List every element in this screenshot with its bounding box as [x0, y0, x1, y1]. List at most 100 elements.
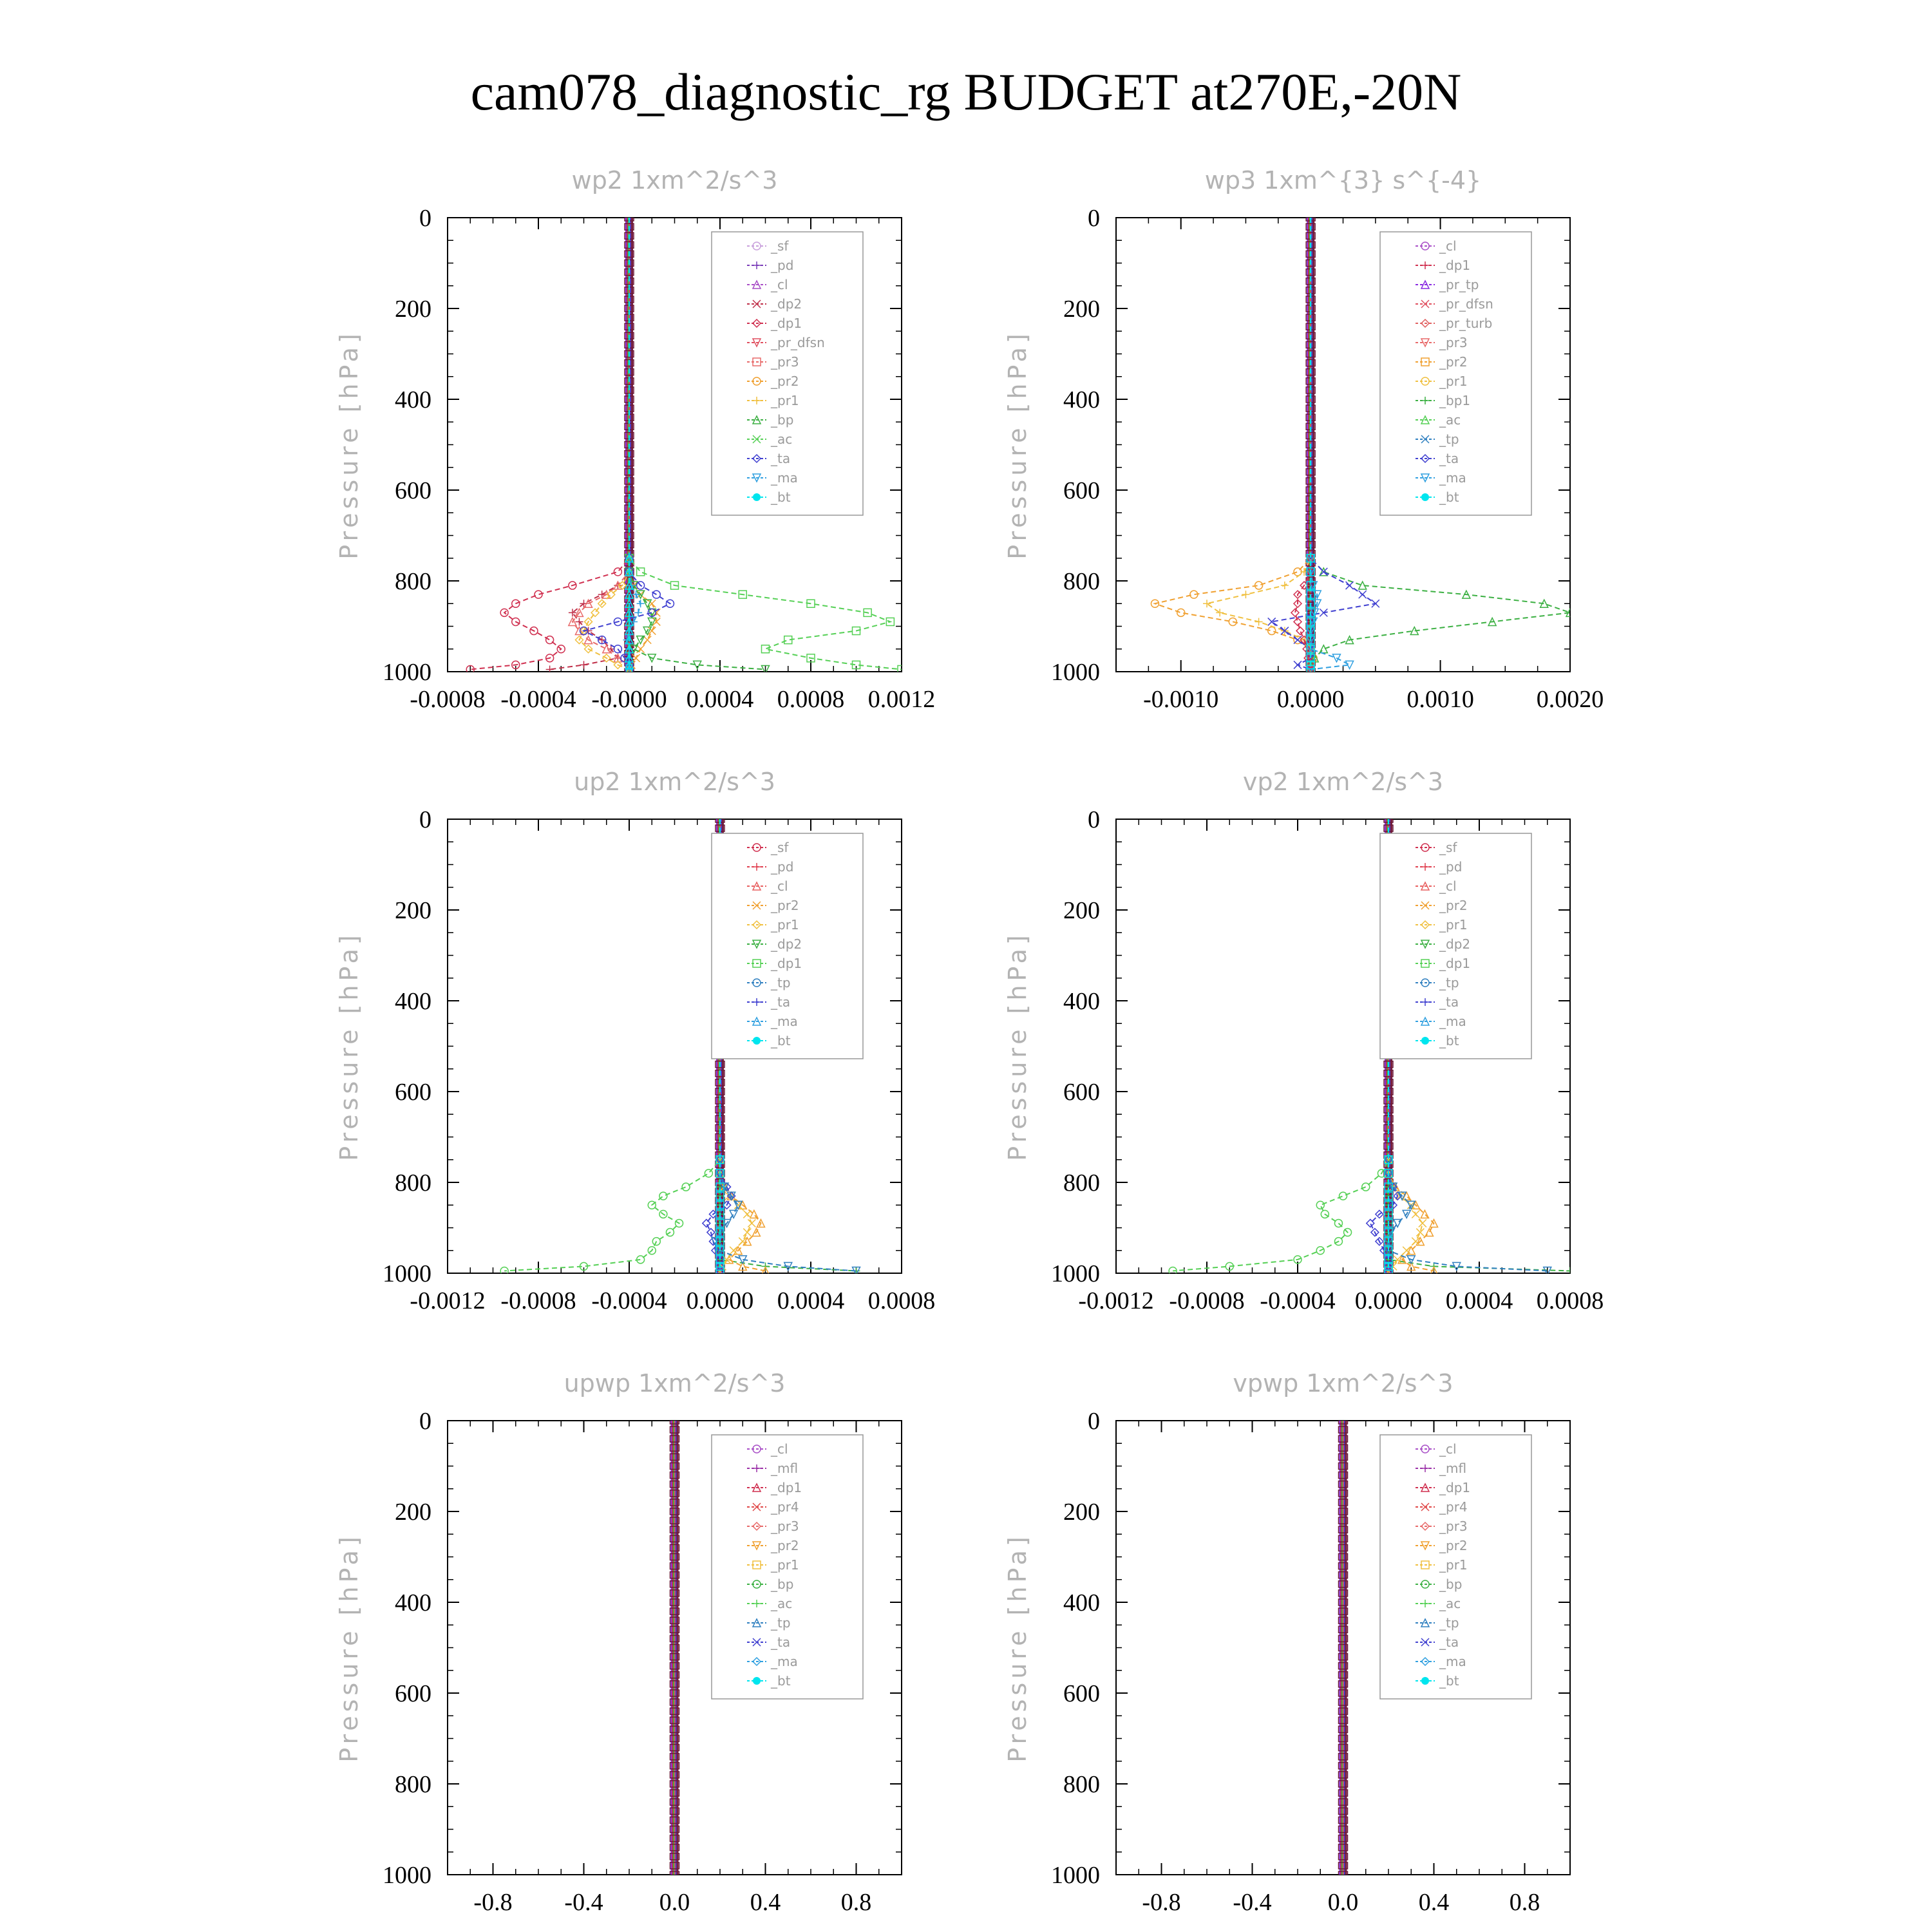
data-point — [715, 1169, 724, 1178]
data-point — [636, 600, 645, 608]
y-axis-label: Pressure [hPa] — [1003, 330, 1032, 560]
data-point — [1374, 1209, 1384, 1219]
data-point — [1306, 599, 1315, 608]
y-tick-label: 1000 — [383, 1260, 431, 1287]
legend-entry: _ma — [770, 1654, 798, 1669]
data-point — [652, 608, 661, 617]
y-tick-label: 0 — [1088, 205, 1100, 232]
legend-entry: _sf — [770, 840, 789, 855]
zero-marker — [669, 1725, 680, 1734]
data-point — [715, 1246, 724, 1255]
zero-marker — [624, 241, 634, 249]
data-point — [1406, 1245, 1416, 1255]
zero-marker — [1338, 1471, 1349, 1479]
data-point — [1293, 660, 1302, 669]
zero-marker — [669, 1580, 680, 1588]
legend-swatch-marker — [1421, 1677, 1429, 1685]
data-point — [1267, 617, 1276, 626]
data-point — [1392, 1218, 1403, 1229]
data-point — [692, 660, 702, 670]
x-tick-label: 0.0010 — [1406, 686, 1474, 713]
x-tick-label: 0.0008 — [868, 1287, 936, 1314]
data-point — [1420, 940, 1430, 949]
data-point — [1306, 581, 1315, 590]
zero-marker — [669, 1680, 680, 1688]
zero-marker — [669, 1471, 680, 1479]
data-point — [674, 1218, 684, 1228]
zero-marker — [1305, 359, 1316, 367]
data-point — [1411, 1237, 1420, 1246]
data-point — [752, 357, 761, 366]
zero-series-markers — [669, 1421, 680, 1875]
data-point — [1388, 1182, 1398, 1192]
data-point — [761, 665, 770, 672]
legend-entry: _ma — [1439, 470, 1466, 486]
zero-marker — [669, 1698, 680, 1706]
data-point — [1343, 1227, 1352, 1237]
data-point — [624, 644, 634, 654]
zero-marker — [669, 1762, 680, 1770]
legend-swatch-marker — [753, 1677, 761, 1685]
series-line — [1173, 819, 1389, 1272]
zero-marker — [1338, 1607, 1349, 1615]
data-point — [567, 616, 578, 627]
data-point — [752, 1016, 762, 1026]
legend-entry: _sf — [1439, 840, 1457, 855]
y-tick-label: 0 — [1088, 806, 1100, 833]
legend-entry: _bt — [770, 489, 791, 505]
data-point — [575, 618, 583, 626]
data-point — [1176, 608, 1186, 618]
data-point — [598, 636, 606, 644]
data-point — [753, 397, 761, 404]
legend-entry: _pr2 — [1439, 1538, 1468, 1553]
zero-marker — [1338, 1634, 1349, 1643]
series-bt — [715, 819, 724, 1273]
y-tick-label: 800 — [395, 1170, 431, 1197]
zero-marker — [1305, 459, 1316, 467]
data-point — [784, 635, 793, 645]
x-ticks: -0.8 -0.4 0.0 0.4 0.8 — [1115, 1421, 1571, 1916]
x-tick-label: 0.4 — [750, 1889, 781, 1916]
data-point — [1420, 338, 1430, 348]
data-point — [749, 1209, 759, 1219]
data-point — [1421, 1560, 1430, 1569]
chart-panel-3: up2 1xm^2/s^3 Pressure [hPa] 0 200 400 600 800… — [335, 768, 935, 1314]
data-point — [1421, 242, 1430, 251]
zero-marker — [1338, 1589, 1349, 1597]
data-point — [752, 959, 761, 968]
data-point — [863, 608, 872, 618]
legend-entry: _pd — [770, 258, 793, 273]
data-point — [652, 617, 661, 626]
data-point — [1384, 1227, 1393, 1237]
data-point — [1420, 1541, 1430, 1551]
data-point — [1306, 567, 1315, 576]
data-point — [1312, 590, 1322, 600]
data-point — [1203, 600, 1211, 608]
data-point — [1306, 654, 1315, 663]
data-point — [613, 567, 623, 576]
data-point — [636, 1255, 645, 1264]
data-point — [1397, 1191, 1407, 1201]
data-point — [1421, 1464, 1429, 1472]
zero-marker — [1338, 1653, 1349, 1661]
legend-entry: _ta — [770, 994, 790, 1010]
data-point — [574, 607, 584, 618]
legend-box — [711, 833, 864, 1059]
zero-marker — [1338, 1707, 1349, 1715]
legend-entry: _pr_dfsn — [770, 335, 825, 350]
x-ticks: -0.8 -0.4 0.0 0.4 0.8 — [447, 1421, 902, 1916]
legend-entry: _cl — [1439, 238, 1457, 254]
data-point — [545, 654, 554, 663]
data-point — [511, 660, 520, 670]
legend-swatch-marker — [1421, 493, 1429, 501]
data-point — [624, 659, 634, 670]
legend-entry: _dp1 — [770, 1480, 802, 1495]
y-tick-label: 600 — [1063, 477, 1100, 504]
zero-marker — [1338, 1598, 1349, 1606]
zero-marker — [669, 1653, 680, 1661]
data-point — [1420, 881, 1430, 891]
data-point — [1430, 1265, 1438, 1273]
data-point — [851, 1266, 861, 1273]
data-point — [665, 1227, 675, 1237]
